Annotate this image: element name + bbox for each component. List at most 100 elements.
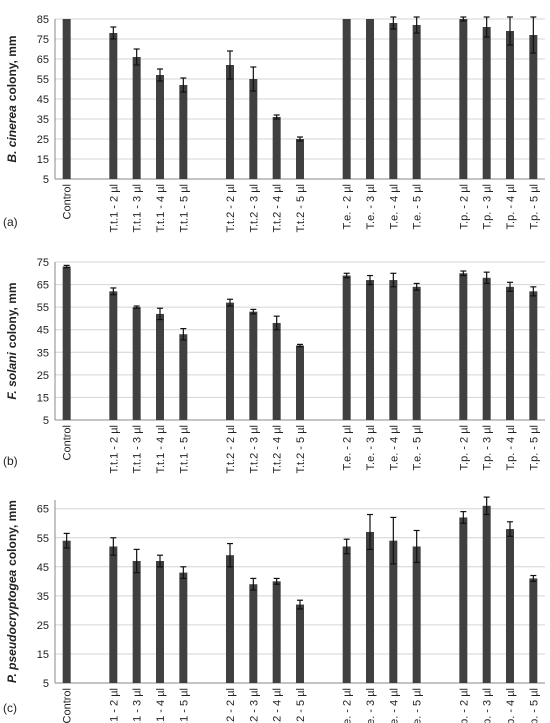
x-tick-label: T.t.1 - 4 µl	[155, 184, 167, 233]
error-bar	[390, 516, 397, 565]
y-axis-label: B. cinerea colony, mm	[5, 35, 19, 162]
bar	[272, 581, 281, 683]
x-tick-label: T.t.1 - 2 µl	[108, 425, 120, 474]
error-bar	[483, 271, 490, 285]
x-tick-label: T.t.1 - 4 µl	[155, 688, 167, 723]
bar	[109, 546, 118, 683]
error-bar	[460, 270, 467, 277]
bar	[342, 19, 351, 179]
bar	[459, 273, 468, 420]
error-bar	[133, 48, 140, 66]
y-tick-label: 85	[37, 14, 49, 26]
y-tick-label: 45	[37, 562, 49, 574]
bar	[482, 27, 491, 179]
y-tick-label: 75	[37, 257, 49, 269]
y-tick-label: 25	[37, 134, 49, 146]
error-bar	[367, 513, 373, 550]
y-tick-label: 5	[43, 174, 49, 186]
error-bar	[180, 566, 187, 580]
x-tick-label: T.p. - 3 µl	[482, 184, 494, 229]
error-bar	[460, 16, 467, 22]
bar	[366, 19, 374, 179]
bar	[62, 540, 71, 683]
error-bar	[110, 26, 117, 40]
bar	[179, 334, 188, 420]
y-tick-label: 15	[37, 649, 49, 661]
x-tick-label: T.t.2 - 5 µl	[295, 184, 307, 233]
error-bar	[157, 68, 163, 82]
bar	[226, 302, 234, 420]
y-tick-label: 55	[37, 74, 49, 86]
bar	[529, 291, 538, 420]
bar	[62, 19, 71, 179]
bar	[226, 65, 234, 179]
error-bar	[133, 548, 140, 574]
error-bar	[250, 66, 257, 92]
bar	[389, 540, 398, 683]
x-tick-label: Control	[62, 184, 74, 219]
error-bar	[507, 281, 513, 292]
bar	[272, 322, 281, 420]
x-tick-label: T.p. - 3 µl	[482, 425, 494, 470]
error-bar	[227, 542, 233, 568]
bar	[342, 546, 351, 683]
x-tick-label: Control	[62, 688, 74, 723]
x-tick-label: T.t.2 - 3 µl	[248, 184, 260, 233]
bar	[132, 307, 141, 420]
y-tick-label: 65	[37, 280, 49, 292]
y-tick-label: 25	[37, 370, 49, 382]
y-tick-label: 65	[37, 504, 49, 516]
bar	[296, 139, 304, 179]
bar	[296, 604, 304, 683]
x-tick-label: T.t.2 - 4 µl	[272, 184, 284, 233]
error-bar	[273, 114, 280, 120]
y-tick-label: 75	[37, 34, 49, 46]
x-tick-label: T.p. - 4 µl	[505, 184, 517, 229]
error-bar	[343, 538, 350, 555]
x-tick-label: T.t.1 - 2 µl	[108, 184, 120, 233]
error-bar	[460, 511, 467, 524]
y-axis-label-unit: colony, mm	[5, 282, 19, 348]
y-tick-label: 5	[43, 415, 49, 427]
error-bar	[133, 305, 140, 309]
x-tick-label: T.t.2 - 5 µl	[295, 425, 307, 474]
x-tick-label: T.t.2 - 5 µl	[295, 688, 307, 723]
bar	[132, 57, 141, 179]
error-bar	[297, 136, 303, 142]
error-bar	[273, 315, 280, 331]
y-tick-label: 55	[37, 302, 49, 314]
bar	[389, 280, 398, 420]
error-bar	[530, 286, 537, 297]
error-bar	[507, 521, 513, 537]
error-bar	[297, 599, 303, 610]
error-bar	[157, 554, 163, 568]
panel-label: (b)	[3, 454, 18, 468]
x-tick-label: T.t.1 - 5 µl	[178, 425, 190, 474]
x-tick-label: T.t.1 - 4 µl	[155, 425, 167, 474]
bar	[156, 75, 164, 179]
bar	[156, 313, 164, 420]
error-bar	[413, 529, 420, 564]
bar	[412, 286, 421, 420]
error-bar	[63, 532, 70, 549]
x-tick-label: T.e. - 3 µl	[365, 425, 377, 470]
bar	[342, 275, 351, 420]
y-tick-label: 65	[37, 54, 49, 66]
bar	[249, 311, 258, 420]
bar	[156, 561, 164, 683]
x-tick-label: T.p. - 3 µl	[482, 688, 494, 723]
error-bar	[367, 274, 373, 286]
bar	[109, 291, 118, 420]
bar	[506, 286, 514, 420]
y-tick-label: 45	[37, 94, 49, 106]
x-tick-label: T.t.2 - 2 µl	[225, 425, 237, 474]
bar	[529, 578, 538, 683]
y-tick-label: 35	[37, 591, 49, 603]
x-tick-label: T.t.2 - 2 µl	[225, 688, 237, 723]
error-bar	[273, 577, 280, 585]
panel-label: (c)	[3, 701, 17, 715]
bar	[482, 505, 491, 683]
x-tick-label: T.t.1 - 3 µl	[132, 425, 144, 474]
y-tick-label: 35	[37, 114, 49, 126]
